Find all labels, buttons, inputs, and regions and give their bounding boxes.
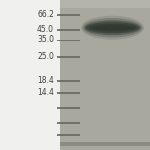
Ellipse shape	[86, 22, 139, 33]
Ellipse shape	[94, 26, 131, 30]
Bar	[57, 107, 80, 109]
Bar	[60, 0, 150, 8]
Bar	[60, 142, 150, 146]
Ellipse shape	[81, 16, 144, 40]
Ellipse shape	[84, 20, 141, 35]
Bar	[57, 56, 80, 58]
Text: 18.4: 18.4	[37, 76, 54, 85]
Bar	[57, 80, 80, 82]
Bar	[57, 134, 80, 136]
Ellipse shape	[82, 18, 142, 38]
Text: 45.0: 45.0	[37, 25, 54, 34]
Bar	[60, 0, 150, 150]
Bar	[57, 92, 80, 94]
Bar	[57, 29, 80, 31]
Text: 14.4: 14.4	[37, 88, 54, 97]
Text: 35.0: 35.0	[37, 35, 54, 44]
Ellipse shape	[89, 24, 136, 32]
Text: 25.0: 25.0	[37, 52, 54, 61]
Bar	[57, 39, 80, 41]
Text: 66.2: 66.2	[37, 10, 54, 19]
Bar	[57, 14, 80, 16]
Bar	[57, 122, 80, 124]
